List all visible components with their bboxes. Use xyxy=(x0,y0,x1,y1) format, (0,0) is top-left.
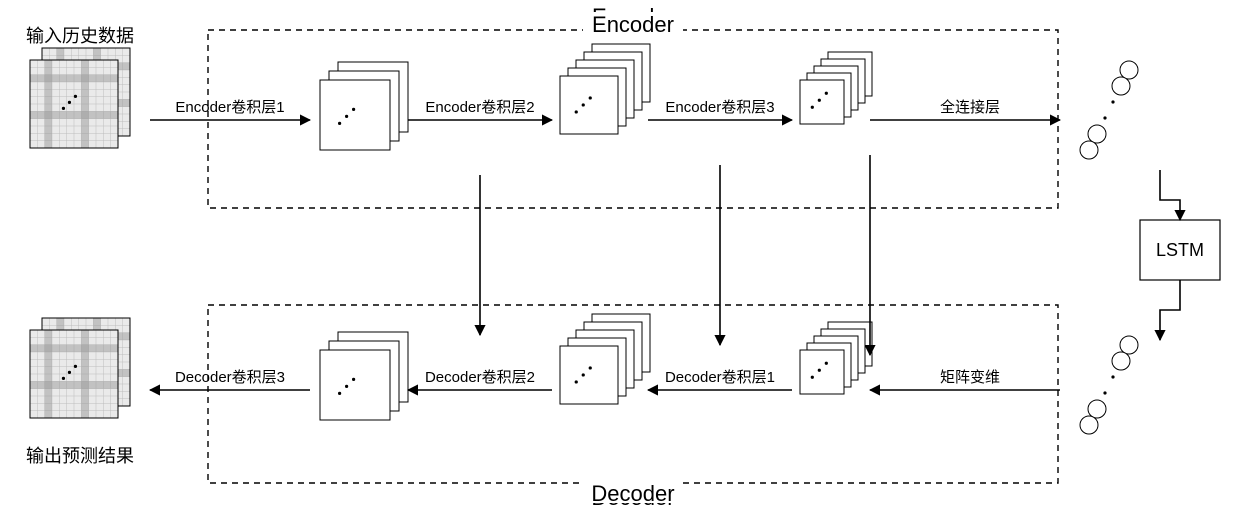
stack-dec1 xyxy=(800,322,872,394)
svg-text:Encoder卷积层2: Encoder卷积层2 xyxy=(425,99,534,116)
svg-text:输入历史数据: 输入历史数据 xyxy=(26,26,134,46)
svg-text:LSTM: LSTM xyxy=(1156,240,1204,260)
stack-enc1 xyxy=(320,62,408,150)
svg-text:Decoder: Decoder xyxy=(591,481,674,506)
neural-net-diagram: Encoder Decoder LSTM 输入历史数据输出预测结果 Encoder卷积层… xyxy=(0,0,1240,512)
stack-enc2 xyxy=(560,44,650,134)
svg-text:Encoder卷积层1: Encoder卷积层1 xyxy=(175,99,284,116)
svg-text:输出预测结果: 输出预测结果 xyxy=(26,446,134,466)
input-grid xyxy=(30,48,130,148)
svg-text:矩阵变维: 矩阵变维 xyxy=(940,369,1000,386)
arrow xyxy=(1160,280,1180,340)
output-grid xyxy=(30,318,130,418)
fc-vector xyxy=(1080,61,1138,159)
svg-text:Encoder: Encoder xyxy=(592,12,674,37)
svg-text:全连接层: 全连接层 xyxy=(940,98,1000,116)
stack-dec3 xyxy=(320,332,408,420)
svg-text:Decoder卷积层3: Decoder卷积层3 xyxy=(175,369,285,386)
stack-enc3 xyxy=(800,52,872,124)
stack-dec2 xyxy=(560,314,650,404)
svg-text:Decoder卷积层1: Decoder卷积层1 xyxy=(665,369,775,386)
svg-text:Encoder卷积层3: Encoder卷积层3 xyxy=(665,99,774,116)
arrow xyxy=(1160,170,1180,220)
reshape-vector xyxy=(1080,336,1138,434)
svg-text:Decoder卷积层2: Decoder卷积层2 xyxy=(425,369,535,386)
